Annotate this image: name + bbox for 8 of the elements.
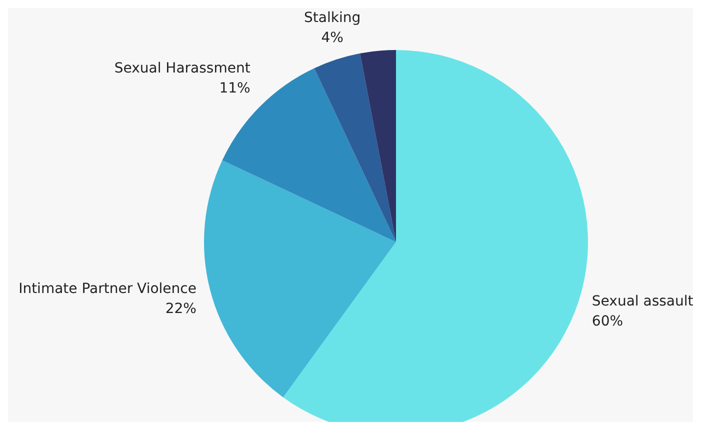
slice-label: Sexual Harassment (114, 60, 251, 76)
data-label: 22% (165, 301, 196, 318)
data-label: 4% (321, 30, 344, 46)
data-label: 60% (592, 314, 624, 330)
slice-label: Sexual assault (592, 294, 694, 310)
slice-label: Intimate Partner Violence (18, 281, 196, 298)
slice-label: Stalking (304, 10, 361, 26)
data-label: 11% (219, 80, 250, 96)
